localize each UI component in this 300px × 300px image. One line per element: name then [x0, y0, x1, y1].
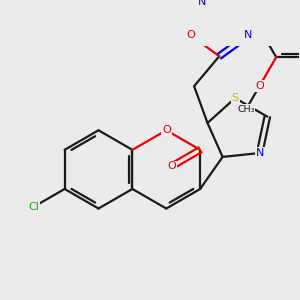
- Text: Cl: Cl: [29, 202, 40, 212]
- Text: O: O: [167, 161, 176, 172]
- Text: O: O: [255, 81, 264, 91]
- Text: N: N: [244, 31, 252, 40]
- Text: N: N: [255, 148, 264, 158]
- Text: CH₃: CH₃: [237, 105, 255, 114]
- Text: O: O: [186, 31, 195, 40]
- Text: O: O: [162, 125, 171, 135]
- Text: S: S: [232, 93, 239, 103]
- Text: N: N: [197, 0, 206, 7]
